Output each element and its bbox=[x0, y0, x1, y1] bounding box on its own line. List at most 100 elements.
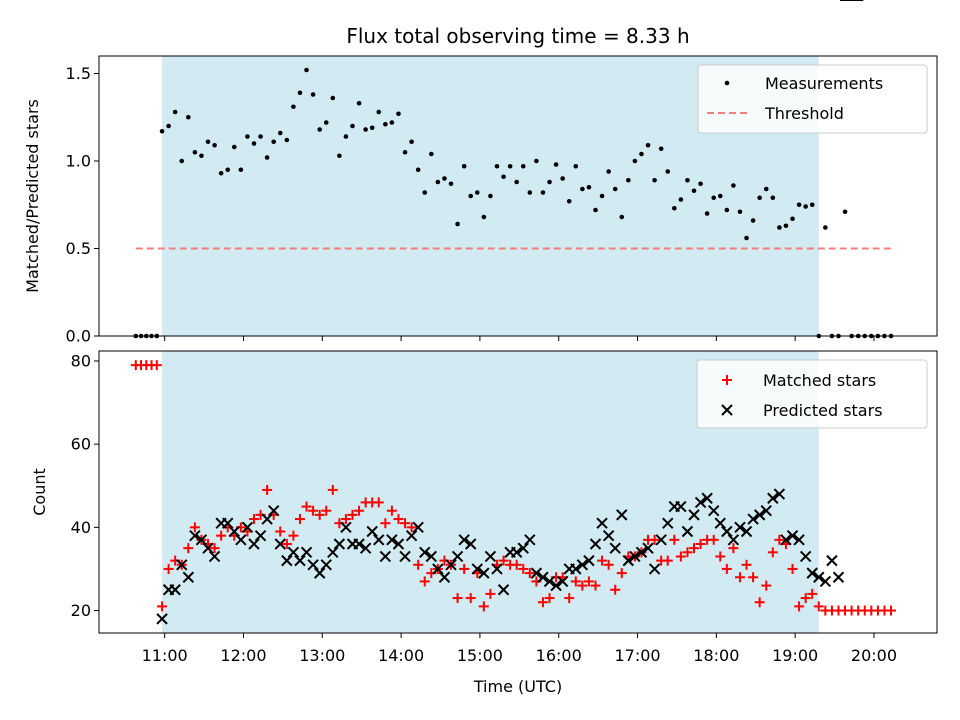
predicted-star-marker-b bbox=[300, 546, 313, 559]
x-tick-label: 15:00 bbox=[457, 646, 503, 665]
count-legend-box bbox=[696, 359, 928, 429]
matched-star-marker bbox=[478, 601, 489, 612]
predicted-star-marker-b bbox=[642, 542, 654, 554]
matched-star-marker bbox=[537, 597, 548, 608]
predicted-star-marker bbox=[169, 584, 181, 596]
measurement-point bbox=[777, 225, 782, 230]
matched-star-marker bbox=[163, 563, 174, 574]
predicted-star-marker bbox=[445, 559, 457, 571]
predicted-star-marker bbox=[806, 567, 818, 579]
predicted-star-marker bbox=[694, 496, 707, 509]
predicted-star-marker bbox=[248, 538, 260, 550]
predicted-star-marker-b bbox=[294, 554, 306, 567]
measurement-point bbox=[514, 179, 519, 185]
matched-star-marker bbox=[616, 568, 627, 579]
matched-star-marker bbox=[459, 563, 470, 574]
predicted-star-marker-b bbox=[497, 584, 510, 596]
ratio-y-axis: 0.0 0.5 1.0 1.5 bbox=[66, 64, 99, 346]
measurement-point bbox=[172, 109, 178, 115]
matched-star-marker bbox=[524, 568, 535, 579]
measurement-point bbox=[192, 149, 198, 155]
measurement-point bbox=[402, 149, 408, 155]
measurement-point bbox=[356, 100, 362, 106]
predicted-star-marker-b bbox=[530, 567, 543, 579]
matched-star-marker bbox=[689, 543, 700, 554]
predicted-star-marker bbox=[799, 550, 812, 563]
predicted-star-marker bbox=[556, 575, 569, 588]
matched-star-marker bbox=[741, 559, 752, 570]
measurement-point bbox=[685, 177, 690, 183]
measurement-point bbox=[343, 134, 349, 139]
predicted-star-marker bbox=[635, 546, 648, 559]
predicted-star-marker bbox=[609, 542, 621, 554]
predicted-star-marker bbox=[642, 542, 654, 554]
matched-star-marker bbox=[465, 593, 476, 604]
predicted-star-marker-b bbox=[760, 505, 772, 517]
predicted-star-marker bbox=[688, 509, 700, 521]
predicted-star-marker bbox=[675, 500, 687, 513]
matched-star-marker bbox=[393, 514, 404, 525]
x-tick-label: 17:00 bbox=[614, 646, 660, 665]
matched-star-marker bbox=[544, 593, 555, 604]
predicted-star-marker bbox=[497, 584, 510, 596]
predicted-star-marker bbox=[274, 538, 286, 550]
matched-star-marker bbox=[721, 563, 732, 574]
measurement-point bbox=[540, 190, 546, 195]
ratio-legend-box bbox=[697, 64, 928, 134]
measurement-point bbox=[560, 176, 565, 181]
predicted-star-marker-b bbox=[721, 525, 733, 538]
predicted-star-marker-b bbox=[320, 559, 332, 571]
measurement-point bbox=[619, 214, 625, 220]
matched-star-marker bbox=[308, 505, 319, 516]
predicted-star-marker bbox=[786, 529, 799, 542]
predicted-star-marker-b bbox=[701, 492, 713, 504]
matched-star-marker bbox=[794, 601, 805, 612]
predicted-star-marker bbox=[550, 579, 562, 592]
predicted-star-marker bbox=[721, 525, 733, 538]
predicted-star-marker-b bbox=[254, 529, 267, 542]
measurement-point bbox=[823, 225, 828, 230]
matched-star-marker bbox=[715, 551, 726, 562]
predicted-star-marker bbox=[714, 517, 726, 529]
matched-star-marker bbox=[583, 576, 594, 587]
measurement-point bbox=[488, 193, 493, 199]
predicted-star-marker bbox=[648, 563, 661, 575]
predicted-star-marker-b bbox=[208, 550, 221, 563]
predicted-star-marker-b bbox=[681, 525, 694, 538]
matched-star-marker bbox=[675, 551, 686, 562]
matched-star-marker bbox=[327, 484, 338, 495]
matched-star-marker bbox=[682, 547, 693, 558]
measurement-point bbox=[698, 181, 703, 187]
matched-star-marker bbox=[734, 572, 745, 583]
predicted-star-marker-b bbox=[773, 488, 786, 500]
predicted-star-marker-b bbox=[478, 567, 490, 579]
matched-star-marker bbox=[754, 597, 765, 608]
predicted-star-marker bbox=[655, 534, 667, 546]
matched-star-marker bbox=[787, 563, 798, 574]
predicted-star-marker bbox=[753, 509, 766, 521]
predicted-star-marker-b bbox=[340, 521, 352, 534]
matched-star-marker bbox=[590, 580, 601, 591]
chart-title: Flux total observing time = 8.33 h bbox=[346, 24, 689, 48]
measurement-point bbox=[225, 167, 231, 173]
predicted-star-marker-b bbox=[202, 542, 214, 554]
predicted-star-marker bbox=[182, 571, 195, 583]
predicted-star-marker bbox=[261, 513, 273, 525]
matched-star-marker bbox=[413, 559, 424, 570]
measurement-point bbox=[520, 163, 526, 169]
measurement-point bbox=[350, 123, 355, 129]
predicted-star-marker-b bbox=[484, 550, 497, 563]
predicted-star-marker-b bbox=[727, 534, 740, 546]
predicted-star-marker bbox=[333, 538, 346, 550]
predicted-star-marker bbox=[313, 567, 326, 579]
measurement-point bbox=[455, 221, 460, 227]
matched-star-marker bbox=[288, 530, 299, 541]
predicted-star-marker-b bbox=[327, 546, 339, 559]
predicted-star-marker-b bbox=[675, 500, 687, 513]
measurement-point bbox=[553, 162, 559, 167]
predicted-star-marker bbox=[307, 559, 319, 571]
y-tick-label: 20 bbox=[71, 601, 91, 620]
matched-star-marker bbox=[281, 538, 292, 549]
x-tick-label: 18:00 bbox=[693, 646, 739, 665]
predicted-star-marker bbox=[681, 525, 694, 538]
